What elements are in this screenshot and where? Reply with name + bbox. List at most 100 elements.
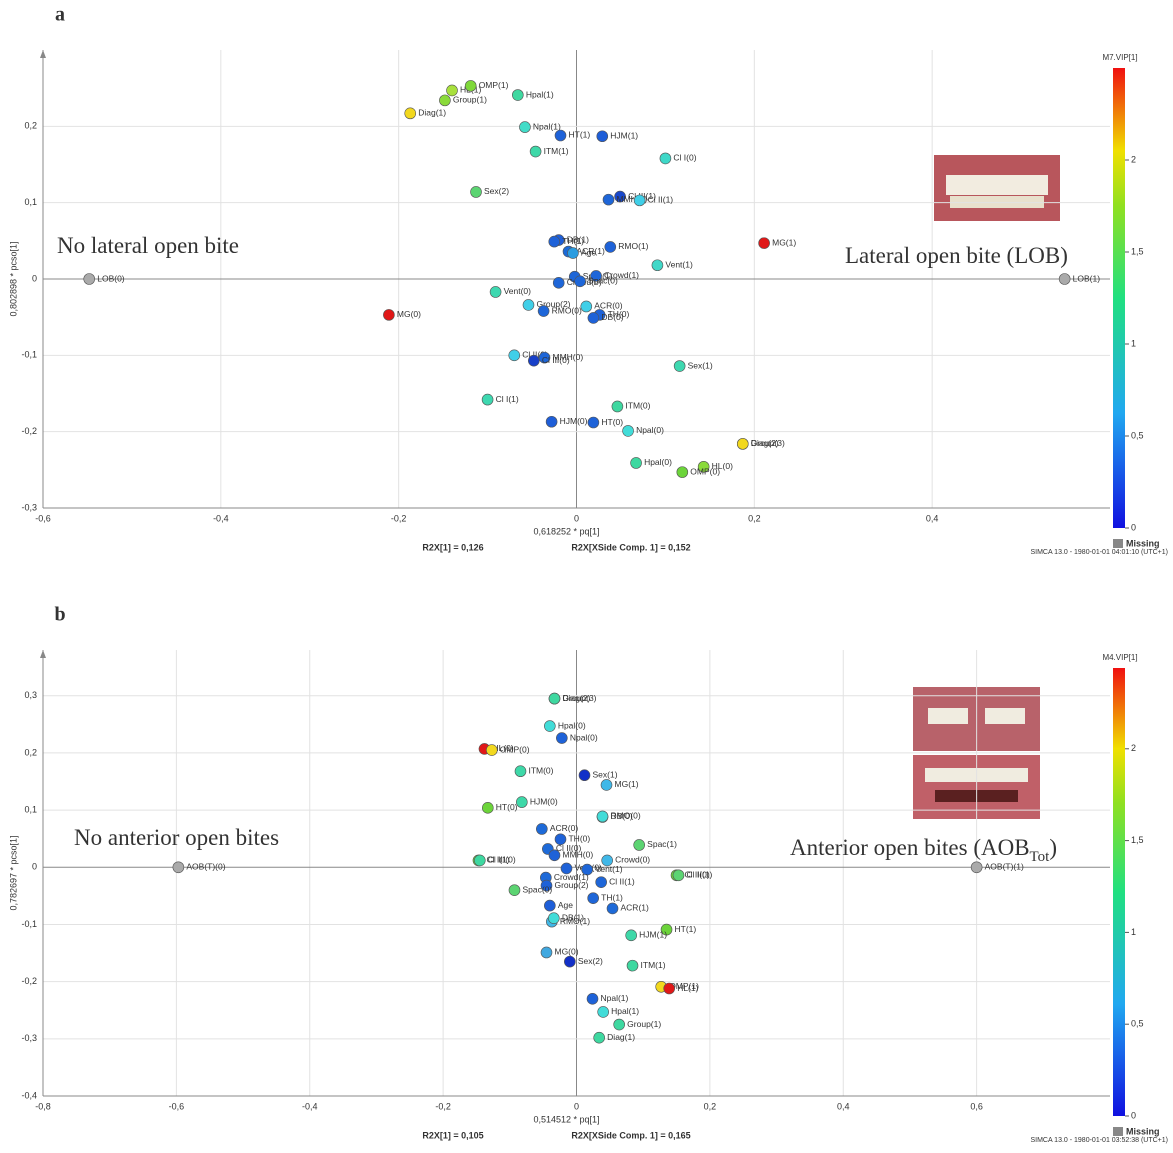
point-label: Vent(1) bbox=[595, 864, 623, 874]
colorbar-tick-label: 0 bbox=[1131, 522, 1136, 532]
point-label: Hpal(1) bbox=[526, 89, 554, 99]
point bbox=[567, 247, 579, 259]
point bbox=[519, 121, 531, 133]
point-label: ACR(0) bbox=[594, 301, 623, 311]
point-label: DB(1) bbox=[567, 234, 589, 244]
panel-label: a bbox=[55, 4, 65, 26]
point-label: Npal(1) bbox=[601, 993, 629, 1003]
point bbox=[587, 892, 599, 904]
point bbox=[630, 457, 642, 469]
point-label: ACR(0) bbox=[550, 823, 579, 833]
point-label: MMH(0) bbox=[562, 850, 593, 860]
point bbox=[560, 862, 573, 875]
point-label: MG(1) bbox=[772, 237, 796, 247]
photo bbox=[934, 155, 1060, 221]
annotation-part: Lateral open bite (LOB) bbox=[845, 243, 1068, 268]
point-label: Group(2) bbox=[536, 299, 570, 309]
point bbox=[581, 863, 593, 876]
colorbar-tick-label: 1 bbox=[1131, 927, 1136, 937]
point bbox=[613, 1018, 625, 1031]
point bbox=[625, 929, 637, 942]
footnote: R2X[XSide Comp. 1] = 0,152 bbox=[571, 542, 690, 552]
point bbox=[516, 796, 528, 808]
colorbar bbox=[1113, 668, 1125, 1116]
point-label: Cl II(0) bbox=[522, 350, 548, 360]
point bbox=[602, 193, 615, 206]
y-tick-label: -0,2 bbox=[21, 426, 37, 436]
y-axis-label: 0,802898 * pcso[1] bbox=[8, 241, 18, 316]
panel-label: b bbox=[54, 604, 65, 626]
point-label: Diag(1) bbox=[607, 1032, 635, 1042]
annotation: Anterior open bites (AOBTot) bbox=[790, 835, 1057, 865]
point bbox=[633, 194, 646, 207]
point bbox=[536, 823, 548, 835]
point bbox=[508, 884, 521, 896]
point-label: Group(2) bbox=[554, 880, 588, 890]
x-tick-label: 0,4 bbox=[837, 1101, 850, 1111]
axis-arrow bbox=[40, 650, 46, 658]
annotation-part: No anterior open bites bbox=[74, 825, 279, 850]
colorbar bbox=[1113, 68, 1125, 528]
point-label: MG(0) bbox=[554, 947, 578, 957]
x-tick-label: -0,6 bbox=[169, 1101, 185, 1111]
point-label: Npal(0) bbox=[570, 732, 598, 742]
point-label: ITM(1) bbox=[544, 146, 569, 156]
point bbox=[383, 309, 395, 321]
point bbox=[604, 241, 617, 253]
point-label: Spac(1) bbox=[647, 839, 677, 849]
point-label: Vent(0) bbox=[504, 286, 532, 296]
software-note: SIMCA 13.0 - 1980-01-01 04:01:10 (UTC+1) bbox=[1030, 549, 1168, 556]
point-label: MG(0) bbox=[397, 309, 421, 319]
x-tick-label: -0,8 bbox=[35, 1101, 51, 1111]
point bbox=[614, 190, 626, 203]
point bbox=[596, 810, 609, 823]
point-label: Crowd(1) bbox=[604, 270, 639, 280]
point bbox=[1058, 273, 1071, 285]
point-label: DB(0) bbox=[611, 811, 633, 821]
point bbox=[470, 186, 482, 198]
x-tick-label: -0,4 bbox=[213, 513, 229, 523]
point bbox=[622, 425, 634, 437]
point bbox=[514, 765, 527, 778]
annotation-part: Tot bbox=[1030, 849, 1051, 865]
point-label: RMO(1) bbox=[560, 916, 590, 926]
point bbox=[548, 692, 561, 705]
point bbox=[587, 416, 600, 429]
y-tick-label: 0,2 bbox=[24, 747, 37, 757]
missing-swatch bbox=[1113, 539, 1123, 548]
point-label: RMO(0) bbox=[552, 305, 582, 315]
point-label: Age bbox=[581, 247, 596, 257]
point-label: ITM(0) bbox=[528, 765, 553, 775]
point-label: Age bbox=[558, 900, 573, 910]
point bbox=[548, 235, 561, 248]
point bbox=[601, 854, 613, 867]
point bbox=[606, 902, 619, 915]
point-label: TH(1) bbox=[601, 892, 623, 902]
point-label: OMP(0) bbox=[690, 466, 720, 476]
footnote: R2X[XSide Comp. 1] = 0,165 bbox=[571, 1130, 690, 1140]
point bbox=[439, 94, 451, 107]
colorbar-tick-label: 1 bbox=[1131, 338, 1136, 348]
footnote: R2X[1] = 0,105 bbox=[422, 1130, 483, 1140]
point-label: DB(1) bbox=[562, 912, 584, 922]
point bbox=[540, 946, 553, 959]
point-label: Cl I(0) bbox=[687, 870, 710, 880]
footnote: R2X[1] = 0,126 bbox=[422, 542, 483, 552]
point-label: OMP(1) bbox=[669, 981, 699, 991]
x-tick-label: 0,6 bbox=[970, 1101, 983, 1111]
point-label: AOB(T)(0) bbox=[186, 862, 225, 872]
point bbox=[554, 833, 567, 846]
annotation: Lateral open bite (LOB) bbox=[845, 243, 1068, 268]
annotation-part: ) bbox=[1049, 835, 1057, 860]
point bbox=[578, 769, 591, 782]
point bbox=[970, 861, 983, 874]
point-label: Cl III(0) bbox=[488, 855, 516, 865]
colorbar-title: M4.VIP[1] bbox=[1102, 653, 1137, 662]
annotation-part: No lateral open bite bbox=[57, 233, 239, 258]
point-label: OMP(0) bbox=[500, 744, 530, 754]
point bbox=[172, 861, 185, 874]
point-label: Cl III(1) bbox=[685, 870, 713, 880]
point-label: MMH(0) bbox=[552, 352, 583, 362]
point bbox=[672, 869, 685, 882]
